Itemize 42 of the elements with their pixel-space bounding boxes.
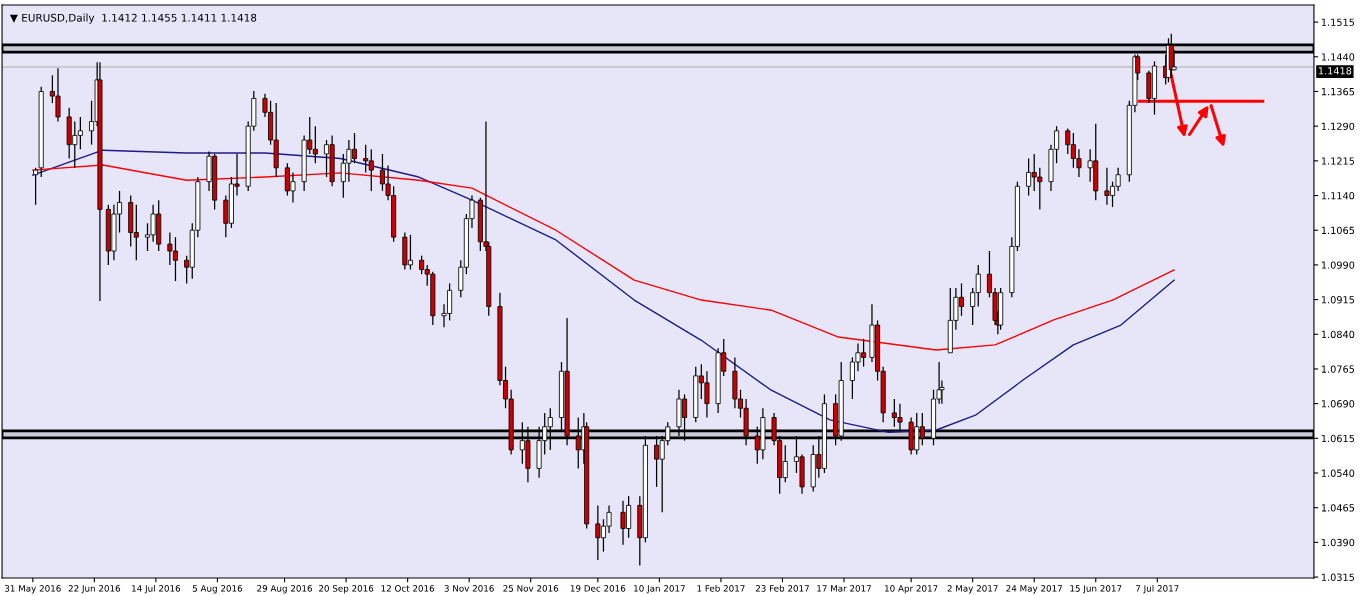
x-tick-label: 22 Jun 2016: [68, 585, 121, 594]
x-tick-label: 23 Feb 2017: [755, 584, 809, 592]
x-tick-label: 5 Aug 2016: [192, 585, 243, 594]
candlestick: [575, 416, 581, 470]
y-tick-label: 1.0540: [1321, 469, 1355, 477]
x-tick-label: 7 Jul 2017: [1136, 584, 1179, 594]
y-tick-label: 1.1215: [1321, 157, 1355, 165]
x-tick-label: 10 Jan 2017: [634, 585, 685, 594]
ref-line-label: 1.1418: [1318, 67, 1352, 75]
x-tick-label: 24 May 2017: [1006, 585, 1062, 594]
y-tick-label: 1.1515: [1321, 18, 1355, 26]
x-tick-label: 17 Mar 2017: [817, 585, 871, 592]
y-tick-label: 1.0990: [1321, 261, 1355, 269]
y-tick-label: 1.1140: [1321, 192, 1355, 200]
y-tick-label: 1.0615: [1321, 434, 1355, 443]
x-tick-label: 29 Aug 2016: [257, 585, 313, 594]
line-series: [32, 164, 1175, 351]
x-tick-label: 15 Jun 2017: [1070, 585, 1122, 594]
x-tick-label: 25 Nov 2016: [503, 585, 559, 592]
y-tick-label: 1.1440: [1321, 53, 1355, 61]
y-tick-label: 1.0315: [1321, 573, 1355, 581]
y-tick-label: 1.1290: [1321, 122, 1355, 130]
candlestick: [33, 167, 39, 206]
y-tick-label: 1.0465: [1321, 504, 1355, 512]
y-tick-label: 1.1365: [1321, 87, 1355, 96]
y-tick-label: 1.0915: [1321, 296, 1355, 304]
x-tick-label: 12 Oct 2016: [381, 585, 435, 592]
x-tick-label: 31 May 2016: [4, 585, 61, 594]
x-tick-label: 2 May 2017: [947, 585, 998, 594]
y-tick-label: 1.1065: [1321, 226, 1355, 235]
x-tick-label: 10 Apr 2017: [885, 585, 938, 594]
y-tick-label: 1.0765: [1321, 365, 1355, 373]
text: ▼ EURUSD,Daily 1.1412 1.1455 1.1411 1.1418: [9, 13, 257, 24]
x-tick-label: 20 Sep 2016: [319, 585, 374, 594]
x-tick-label: 14 Jul 2016: [132, 584, 181, 594]
y-tick-label: 1.0690: [1321, 400, 1355, 408]
y-tick-label: 1.0390: [1321, 538, 1355, 547]
line-series: [32, 149, 1175, 434]
x-tick-label: 3 Nov 2016: [444, 585, 494, 592]
x-tick-label: 19 Dec 2016: [570, 585, 626, 592]
x-tick-label: 1 Feb 2017: [697, 584, 745, 592]
y-tick-label: 1.0840: [1321, 330, 1355, 339]
